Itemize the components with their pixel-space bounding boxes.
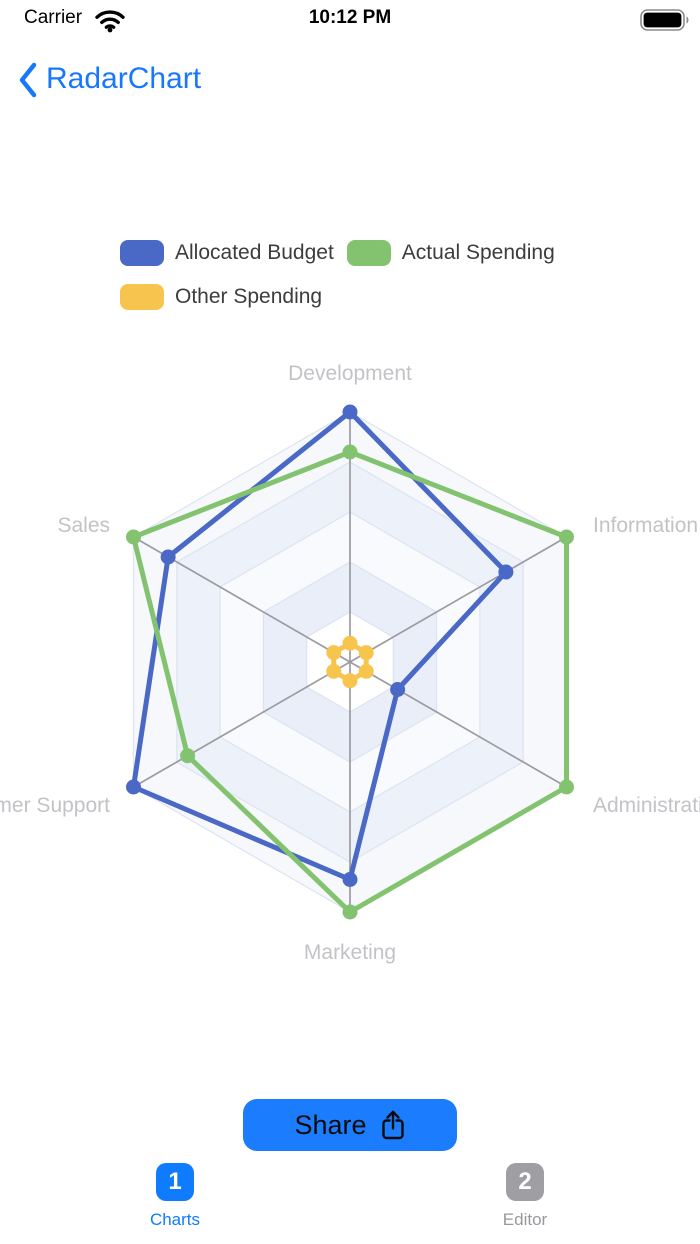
legend-swatch-yellow bbox=[120, 284, 164, 310]
clock-label: 10:12 PM bbox=[308, 7, 392, 28]
legend-item-allocated-budget[interactable]: Allocated Budget bbox=[120, 240, 334, 266]
share-icon bbox=[381, 1110, 404, 1140]
tab-charts-badge: 1 bbox=[156, 1163, 194, 1201]
share-button[interactable]: Share bbox=[243, 1099, 457, 1151]
legend-item-other-spending[interactable]: Other Spending bbox=[120, 284, 322, 310]
tab-charts-label: Charts bbox=[149, 1210, 201, 1229]
legend-label: Other Spending bbox=[175, 285, 323, 308]
back-button[interactable] bbox=[16, 61, 56, 101]
tab-editor-badge: 2 bbox=[506, 1163, 544, 1201]
battery-full-icon bbox=[640, 9, 690, 36]
carrier-label: Carrier bbox=[24, 7, 83, 28]
share-button-label: Share bbox=[294, 1109, 367, 1140]
chart-legend: Allocated Budget Actual Spending Other S… bbox=[120, 240, 600, 310]
tab-editor-label: Editor bbox=[502, 1210, 548, 1229]
axis-label-sales: Sales bbox=[57, 514, 110, 537]
legend-swatch-green bbox=[346, 240, 391, 266]
axis-label-administration: Administration bbox=[593, 794, 700, 817]
chevron-back-icon bbox=[19, 62, 37, 98]
axis-label-customer-support: Customer Support bbox=[0, 794, 110, 817]
legend-label: Actual Spending bbox=[401, 241, 555, 264]
axis-label-marketing: Marketing bbox=[303, 941, 397, 964]
legend-swatch-blue bbox=[120, 240, 164, 266]
axis-label-development: Development bbox=[288, 362, 412, 385]
page-title[interactable]: RadarChart bbox=[46, 62, 202, 95]
wifi-icon bbox=[93, 8, 127, 38]
tab-charts[interactable]: 1 Charts bbox=[115, 1163, 235, 1230]
legend-label: Allocated Budget bbox=[175, 241, 334, 264]
legend-item-actual-spending[interactable]: Actual Spending bbox=[346, 240, 555, 266]
axis-label-information-technology: Information Technology bbox=[593, 514, 700, 537]
tab-editor[interactable]: 2 Editor bbox=[465, 1163, 585, 1230]
